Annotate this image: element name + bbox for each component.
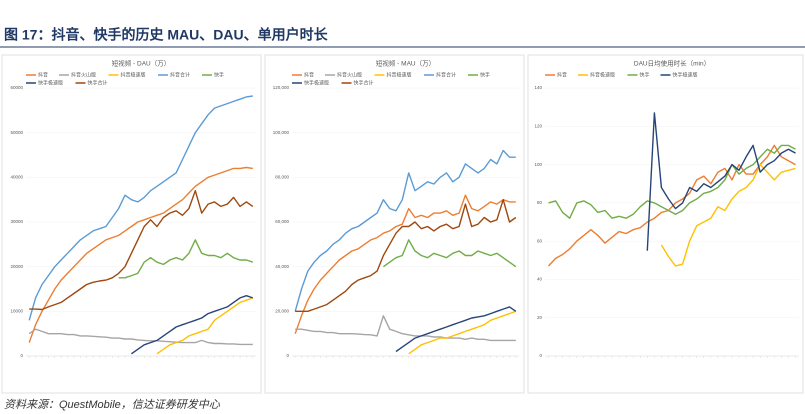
series-line bbox=[28, 166, 253, 343]
chart-panel bbox=[527, 54, 804, 394]
series-line bbox=[28, 328, 253, 346]
series-line bbox=[130, 295, 254, 355]
source-note: 资料来源：QuestMobile，信达证券研发中心 bbox=[4, 398, 221, 411]
series-line bbox=[547, 144, 796, 267]
legend-label: 快手合计 bbox=[354, 79, 374, 86]
series-line bbox=[118, 239, 254, 279]
series-line bbox=[295, 315, 516, 342]
y-tick-label: 60000 bbox=[10, 85, 23, 90]
legend-label: 抖音合计 bbox=[436, 71, 456, 78]
legend-label: 抖音合计 bbox=[170, 71, 190, 78]
series-line bbox=[646, 112, 796, 251]
legend-label: 抖音 bbox=[38, 71, 48, 78]
legend-label: 抖音 bbox=[557, 71, 567, 78]
legend-label: 抖音火山版 bbox=[337, 71, 362, 78]
legend-label: 快手极速版 bbox=[304, 79, 329, 86]
legend-label: 快手 bbox=[480, 71, 490, 78]
series-line bbox=[28, 95, 253, 321]
y-tick-label: 10000 bbox=[10, 309, 23, 314]
series-line bbox=[395, 306, 517, 353]
legend-label: 快手 bbox=[640, 71, 650, 78]
y-tick-label: 0 bbox=[286, 353, 289, 358]
chart-title: 短视频 - MAU（万） bbox=[376, 59, 435, 68]
y-tick-label: 50000 bbox=[10, 130, 23, 135]
legend-label: 抖音极速版 bbox=[121, 71, 146, 78]
series-line bbox=[294, 194, 516, 334]
y-tick-label: 0 bbox=[20, 353, 23, 358]
series-line bbox=[294, 149, 516, 312]
y-tick-label: 100 bbox=[534, 162, 542, 167]
y-tick-label: 0 bbox=[539, 353, 542, 358]
figure-title: 图 17：抖音、快手的历史 MAU、DAU、单用户时长 bbox=[4, 27, 329, 43]
y-tick-label: 120 bbox=[534, 123, 542, 128]
chart-panel bbox=[1, 54, 262, 394]
y-tick-label: 20 bbox=[537, 315, 543, 320]
series-line bbox=[29, 190, 254, 311]
y-tick-label: 30000 bbox=[10, 219, 23, 224]
series-line bbox=[660, 163, 796, 267]
y-tick-label: 60,000 bbox=[275, 219, 289, 224]
legend-label: 抖音火山版 bbox=[71, 71, 96, 78]
legend-label: 快手 bbox=[214, 71, 224, 78]
y-tick-label: 40000 bbox=[10, 175, 23, 180]
series-line bbox=[408, 310, 517, 355]
series-line bbox=[548, 144, 796, 219]
y-tick-label: 100,000 bbox=[273, 130, 290, 135]
y-tick-label: 40 bbox=[537, 277, 543, 282]
y-tick-label: 80 bbox=[537, 200, 543, 205]
legend-label: 抖音 bbox=[304, 71, 314, 78]
series-line bbox=[156, 297, 254, 355]
legend-label: 抖音极速版 bbox=[387, 71, 412, 78]
legend-label: 快手极速版 bbox=[38, 79, 63, 86]
legend-label: 快手极速版 bbox=[673, 71, 698, 78]
y-tick-label: 60 bbox=[537, 238, 543, 243]
y-tick-label: 20000 bbox=[10, 264, 23, 269]
y-tick-label: 120,000 bbox=[273, 85, 290, 90]
series-line bbox=[382, 239, 517, 268]
chart-title: DAU日均使用时长（min） bbox=[634, 59, 710, 68]
y-tick-label: 140 bbox=[534, 85, 542, 90]
chart-title: 短视频 - DAU（万） bbox=[112, 59, 171, 68]
y-tick-label: 20,000 bbox=[275, 309, 289, 314]
series-line bbox=[295, 199, 517, 312]
y-tick-label: 80,000 bbox=[275, 175, 289, 180]
chart-panel bbox=[264, 54, 525, 394]
y-tick-label: 40,000 bbox=[275, 264, 289, 269]
legend-label: 快手合计 bbox=[88, 79, 108, 86]
legend-label: 抖音极速版 bbox=[590, 71, 615, 78]
